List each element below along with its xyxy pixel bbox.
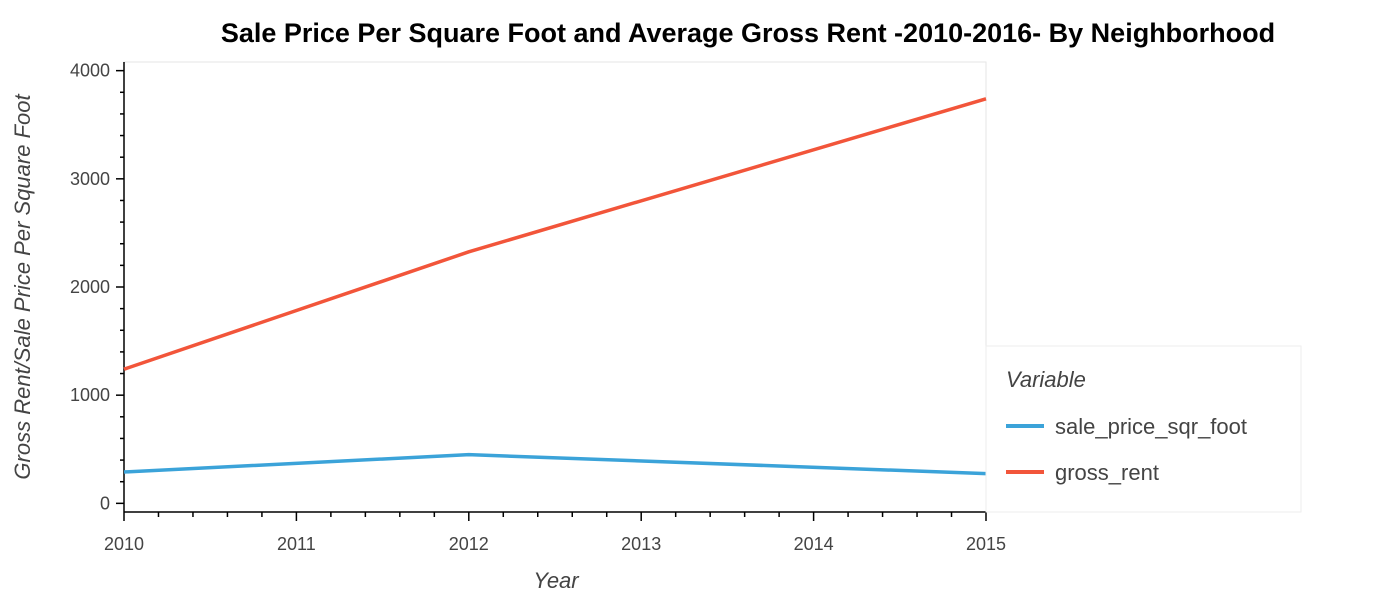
chart-title: Sale Price Per Square Foot and Average G… — [221, 18, 1275, 48]
x-tick-label: 2010 — [104, 534, 144, 554]
x-tick-label: 2014 — [794, 534, 834, 554]
series-layer — [123, 97, 987, 476]
plot-area — [123, 61, 987, 513]
y-tick-label: 3000 — [70, 169, 110, 189]
legend-label: sale_price_sqr_foot — [1055, 414, 1247, 439]
y-axis-label: Gross Rent/Sale Price Per Square Foot — [10, 94, 35, 480]
y-tick-label: 2000 — [70, 277, 110, 297]
x-tick-label: 2011 — [277, 534, 316, 554]
legend-box — [985, 345, 1302, 513]
y-axis: 0 1000 2000 3000 4000 — [70, 61, 125, 513]
y-tick-label: 1000 — [70, 385, 110, 405]
y-tick-label: 0 — [100, 493, 110, 513]
y-tick-label: 4000 — [70, 61, 110, 81]
x-tick-label: 2013 — [621, 534, 661, 554]
legend-label: gross_rent — [1055, 460, 1159, 485]
x-axis-label: Year — [533, 568, 580, 593]
x-tick-label: 2012 — [449, 534, 489, 554]
legend-title: Variable — [1006, 367, 1086, 392]
x-tick-label: 2015 — [966, 534, 1006, 554]
series-line-gross-rent — [123, 97, 987, 371]
x-axis: 2010 2011 2012 2013 2014 2015 — [104, 511, 1006, 554]
legend: Variable sale_price_sqr_foot gross_rent — [985, 345, 1302, 513]
series-line-sale-price-sqr-foot — [123, 452, 987, 476]
